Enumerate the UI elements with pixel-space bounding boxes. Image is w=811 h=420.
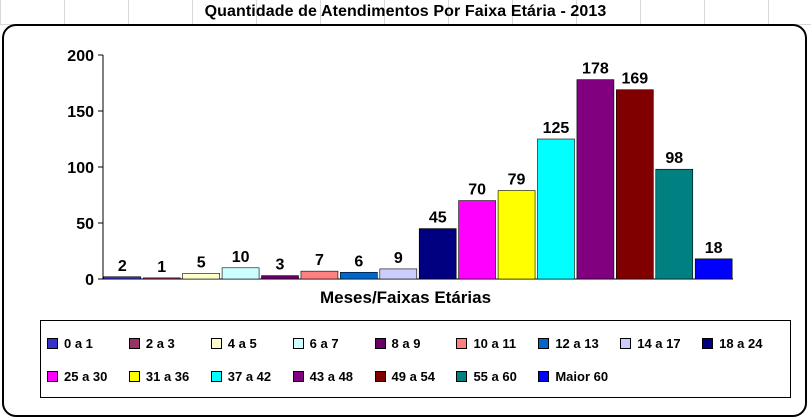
legend-label: 6 a 7 xyxy=(309,336,339,351)
data-label-8-a-9: 3 xyxy=(276,257,285,274)
legend-label: 8 a 9 xyxy=(391,336,421,351)
legend-swatch xyxy=(702,338,714,349)
legend-swatch xyxy=(210,338,222,349)
legend-label: 14 a 17 xyxy=(637,336,681,351)
legend-item: 31 a 36 xyxy=(128,360,211,393)
bar-maior-60 xyxy=(694,258,733,280)
legend-swatch xyxy=(620,338,632,349)
data-label-10-a-11: 7 xyxy=(315,252,324,269)
data-label-43-a-48: 178 xyxy=(582,61,609,78)
legend-label: 55 a 60 xyxy=(473,369,517,384)
bar-2-a-3 xyxy=(142,277,181,280)
bar-18-a-24 xyxy=(418,228,457,280)
legend-label: 37 a 42 xyxy=(227,369,272,384)
bar-0-a-1 xyxy=(103,276,142,280)
legend-item: 10 a 11 xyxy=(456,327,538,360)
legend-item: 55 a 60 xyxy=(456,360,538,393)
legend-item: 25 a 30 xyxy=(47,360,129,393)
data-label-6-a-7: 10 xyxy=(232,249,250,266)
bar-14-a-17 xyxy=(379,268,418,280)
legend-swatch xyxy=(538,338,550,349)
legend-swatch xyxy=(374,338,386,349)
legend-item: 18 a 24 xyxy=(702,327,784,360)
legend-label: 12 a 13 xyxy=(555,336,599,351)
legend-swatch xyxy=(47,338,58,349)
legend-item: 49 a 54 xyxy=(374,360,457,393)
legend-item: 4 a 5 xyxy=(210,327,293,360)
y-tick-label-0: 0 xyxy=(85,272,94,289)
data-label-14-a-17: 9 xyxy=(394,250,403,267)
data-label-2-a-3: 1 xyxy=(157,259,166,276)
bar-55-a-60 xyxy=(655,168,694,280)
data-label-31-a-36: 79 xyxy=(508,172,526,189)
data-label-55-a-60: 98 xyxy=(665,150,683,167)
legend-label: 25 a 30 xyxy=(64,369,108,384)
legend-item: 8 a 9 xyxy=(374,327,457,360)
bar-49-a-54 xyxy=(616,89,654,280)
legend-swatch xyxy=(538,371,550,382)
legend-item: 6 a 7 xyxy=(292,327,375,360)
data-label-25-a-30: 70 xyxy=(468,182,486,199)
legend-swatch xyxy=(292,338,304,349)
legend-item: 37 a 42 xyxy=(210,360,293,393)
legend-swatch xyxy=(128,371,140,382)
bar-43-a-48 xyxy=(576,79,615,280)
legend-item: 43 a 48 xyxy=(292,360,375,393)
data-label-18-a-24: 45 xyxy=(429,210,447,227)
legend-item: 0 a 1 xyxy=(47,327,129,360)
x-axis-label: Meses/Faixas Etárias xyxy=(319,288,492,307)
bar-31-a-36 xyxy=(497,190,536,280)
data-label-0-a-1: 2 xyxy=(118,258,127,275)
legend-swatch xyxy=(456,338,468,349)
y-tick-label-50: 50 xyxy=(76,216,94,233)
legend-swatch xyxy=(456,371,468,382)
legend-label: 31 a 36 xyxy=(145,369,190,384)
chart-title: Quantidade de Atendimentos Por Faixa Etá… xyxy=(204,3,607,20)
bar-6-a-7 xyxy=(221,267,260,280)
legend-item: 12 a 13 xyxy=(538,327,620,360)
data-label-37-a-42: 125 xyxy=(543,120,570,137)
legend-swatch xyxy=(374,371,386,382)
bar-37-a-42 xyxy=(537,138,575,280)
data-label-4-a-5: 5 xyxy=(197,254,206,271)
data-label-maior-60: 18 xyxy=(705,240,723,257)
y-tick-label-200: 200 xyxy=(67,48,94,65)
legend-item: 14 a 17 xyxy=(620,327,702,360)
legend-item: 2 a 3 xyxy=(128,327,211,360)
legend-swatch xyxy=(292,371,304,382)
bar-12-a-13 xyxy=(340,271,378,280)
legend-label: 2 a 3 xyxy=(145,336,175,351)
legend-swatch xyxy=(210,371,222,382)
legend-label: 4 a 5 xyxy=(227,336,257,351)
data-label-12-a-13: 6 xyxy=(354,253,363,270)
y-tick-label-150: 150 xyxy=(67,104,94,121)
bar-8-a-9 xyxy=(261,275,299,280)
legend-label: 10 a 11 xyxy=(473,336,517,351)
legend-label: 49 a 54 xyxy=(391,369,435,384)
bar-4-a-5 xyxy=(182,273,220,280)
legend-label: 18 a 24 xyxy=(719,336,763,351)
legend-label: 0 a 1 xyxy=(64,336,93,351)
data-label-49-a-54: 169 xyxy=(621,71,648,88)
y-tick-label-100: 100 xyxy=(67,160,94,177)
legend-item: Maior 60 xyxy=(538,360,620,393)
legend-swatch xyxy=(128,338,140,349)
legend: 0 a 1 2 a 3 4 a 5 6 a 7 8 a 9 10 a 11 12 a 13 1… xyxy=(40,320,791,398)
bar-10-a-11 xyxy=(300,270,339,280)
legend-swatch xyxy=(47,371,58,382)
legend-label: 43 a 48 xyxy=(309,369,354,384)
legend-label: Maior 60 xyxy=(555,369,609,384)
bar-25-a-30 xyxy=(458,200,496,280)
